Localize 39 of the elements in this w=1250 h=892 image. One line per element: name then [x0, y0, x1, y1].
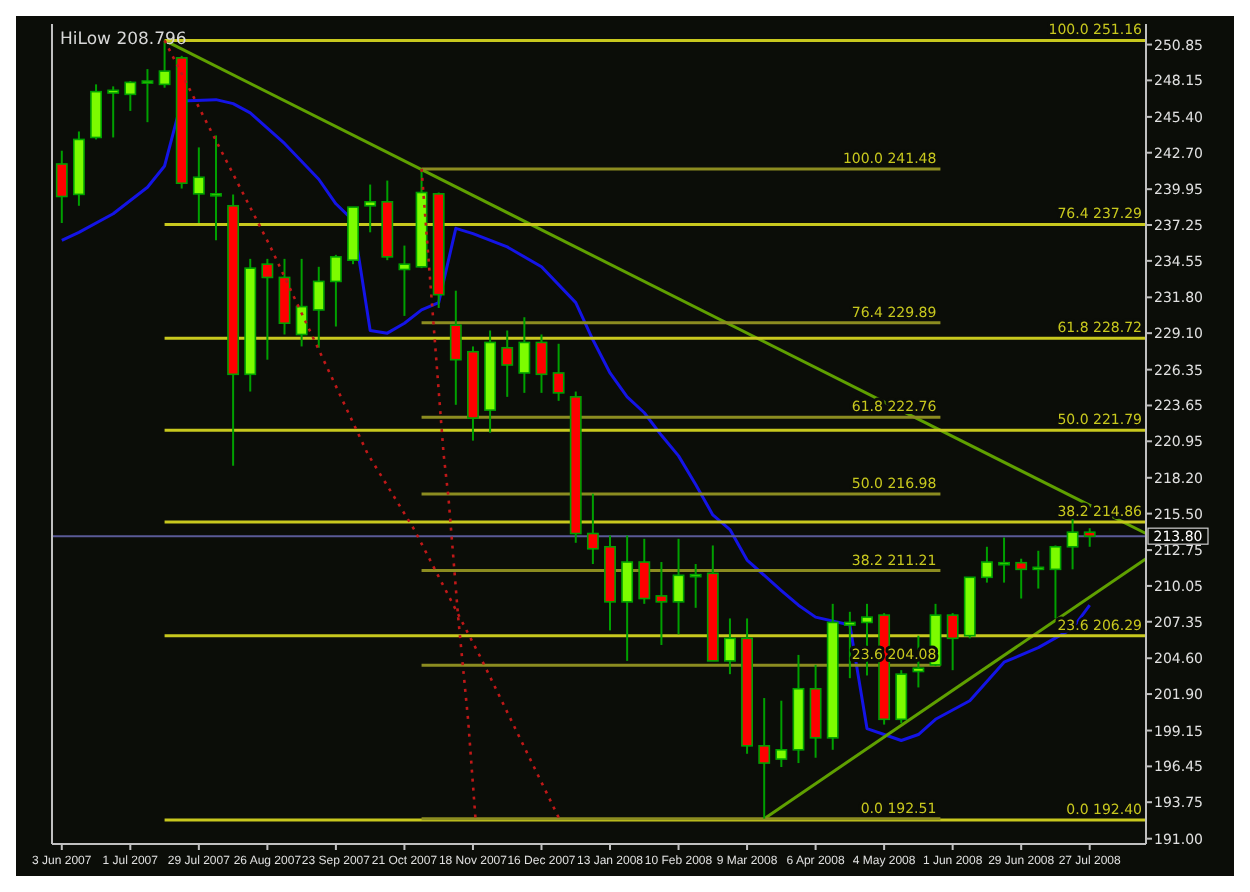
candlestick — [980, 545, 993, 584]
candlestick — [295, 257, 308, 348]
candlestick — [946, 612, 959, 672]
candlestick — [672, 537, 685, 636]
candlestick — [1083, 527, 1096, 548]
candlestick — [364, 183, 377, 234]
candlestick — [312, 265, 325, 349]
candlestick — [107, 85, 120, 139]
candlestick — [55, 149, 68, 225]
candlestick — [1032, 549, 1045, 590]
candlestick — [449, 289, 462, 406]
candlestick — [1049, 544, 1062, 620]
candlestick — [518, 316, 531, 394]
candlestick — [998, 536, 1010, 584]
chart-title: HiLow 208.796 — [60, 30, 187, 50]
candlestick — [278, 257, 291, 336]
candlestick — [775, 699, 788, 769]
candlestick — [758, 697, 771, 820]
candlestick — [655, 561, 668, 646]
candlestick — [843, 610, 856, 680]
candlestick — [329, 253, 342, 328]
line-series — [60, 98, 1092, 742]
candlestick — [261, 257, 274, 361]
candlestick — [621, 534, 634, 662]
candlestick — [501, 329, 514, 398]
candlestick — [535, 333, 548, 394]
candlestick — [90, 83, 102, 141]
candlestick — [724, 617, 736, 676]
candlestick — [638, 537, 651, 605]
candlestick — [124, 80, 137, 112]
candlestick — [141, 68, 154, 124]
candlestick — [192, 146, 205, 225]
candlestick — [1015, 557, 1028, 600]
candlestick — [210, 134, 222, 242]
candlestick — [552, 342, 565, 402]
candlestick — [689, 563, 702, 609]
candlestick — [895, 669, 908, 725]
candlestick — [398, 244, 411, 317]
candlestick — [586, 492, 599, 566]
